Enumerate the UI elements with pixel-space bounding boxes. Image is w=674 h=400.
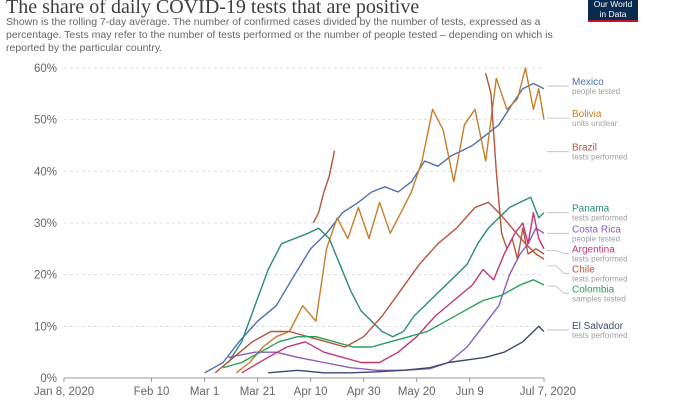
series-line-costa-rica[interactable] bbox=[228, 227, 545, 371]
series-label-colombia[interactable]: Colombia bbox=[572, 284, 615, 295]
chart-title: The share of daily COVID-19 tests that a… bbox=[6, 0, 420, 18]
series-line-chile[interactable] bbox=[214, 201, 545, 374]
x-tick-label: May 20 bbox=[398, 386, 436, 398]
x-tick-label: Jul 7, 2020 bbox=[520, 386, 576, 398]
y-tick-label: 20% bbox=[34, 270, 57, 282]
label-connector-argentina bbox=[547, 249, 569, 254]
series-note-brazil: tests performed bbox=[572, 153, 628, 162]
x-tick-label: Mar 1 bbox=[190, 386, 219, 398]
series-line-bolivia[interactable] bbox=[235, 67, 545, 374]
x-tick-label: Jan 8, 2020 bbox=[34, 386, 94, 398]
series-label-bolivia[interactable]: Bolivia bbox=[572, 109, 602, 120]
y-tick-label: 40% bbox=[34, 166, 57, 178]
series-lines bbox=[204, 67, 545, 374]
x-tick-label: Mar 21 bbox=[240, 386, 276, 398]
series-note-mexico: people tested bbox=[572, 87, 620, 96]
series-label-panama[interactable]: Panama bbox=[572, 204, 610, 215]
series-label-chile[interactable]: Chile bbox=[572, 264, 595, 275]
y-tick-label: 60% bbox=[34, 63, 57, 75]
label-connector-colombia bbox=[547, 285, 569, 294]
series-label-el-salvador[interactable]: El Salvador bbox=[572, 321, 624, 332]
series-note-panama: tests performed bbox=[572, 214, 628, 223]
series-line-el-salvador[interactable] bbox=[268, 325, 545, 374]
x-tick-label: Apr 30 bbox=[347, 386, 381, 398]
y-tick-label: 0% bbox=[40, 373, 57, 385]
x-tick-label: Jun 9 bbox=[456, 386, 484, 398]
series-label-argentina[interactable]: Argentina bbox=[572, 244, 615, 255]
chart-subtitle: Shown is the rolling 7-day average. The … bbox=[6, 16, 553, 54]
series-note-colombia: samples tested bbox=[572, 294, 626, 303]
x-axis: Jan 8, 2020 Feb 10 Mar 1 Mar 21 Apr 10 Apr 30… bbox=[34, 377, 576, 398]
series-line-colombia[interactable] bbox=[222, 279, 545, 369]
series-note-chile: tests performed bbox=[572, 274, 628, 283]
series-line-panama[interactable] bbox=[227, 196, 545, 363]
label-connector-chile bbox=[547, 265, 569, 274]
series-note-bolivia: units unclear bbox=[572, 119, 618, 128]
y-tick-label: 30% bbox=[34, 218, 57, 230]
logo-line-1: Our World bbox=[593, 0, 633, 9]
series-line-mexico[interactable] bbox=[204, 82, 545, 374]
x-tick-label: Apr 10 bbox=[294, 386, 328, 398]
series-label-mexico[interactable]: Mexico bbox=[572, 77, 604, 88]
series-line-brazil[interactable] bbox=[312, 73, 545, 260]
logo-line-2: in Data bbox=[599, 8, 627, 19]
owid-logo[interactable]: Our World in Data bbox=[588, 0, 638, 22]
x-tick-label: Feb 10 bbox=[134, 386, 170, 398]
series-note-costa-rica: people tested bbox=[572, 234, 620, 243]
series-note-argentina: tests performed bbox=[572, 254, 628, 263]
y-tick-label: 10% bbox=[34, 321, 57, 333]
series-note-el-salvador: tests performed bbox=[572, 331, 628, 340]
series-label-costa-rica[interactable]: Costa Rica bbox=[572, 224, 621, 235]
y-tick-label: 50% bbox=[34, 115, 57, 127]
y-axis: 0% 10% 20% 30% 40% 50% 60% bbox=[34, 63, 57, 385]
series-line-argentina[interactable] bbox=[241, 212, 545, 374]
series-label-brazil[interactable]: Brazil bbox=[572, 143, 597, 154]
